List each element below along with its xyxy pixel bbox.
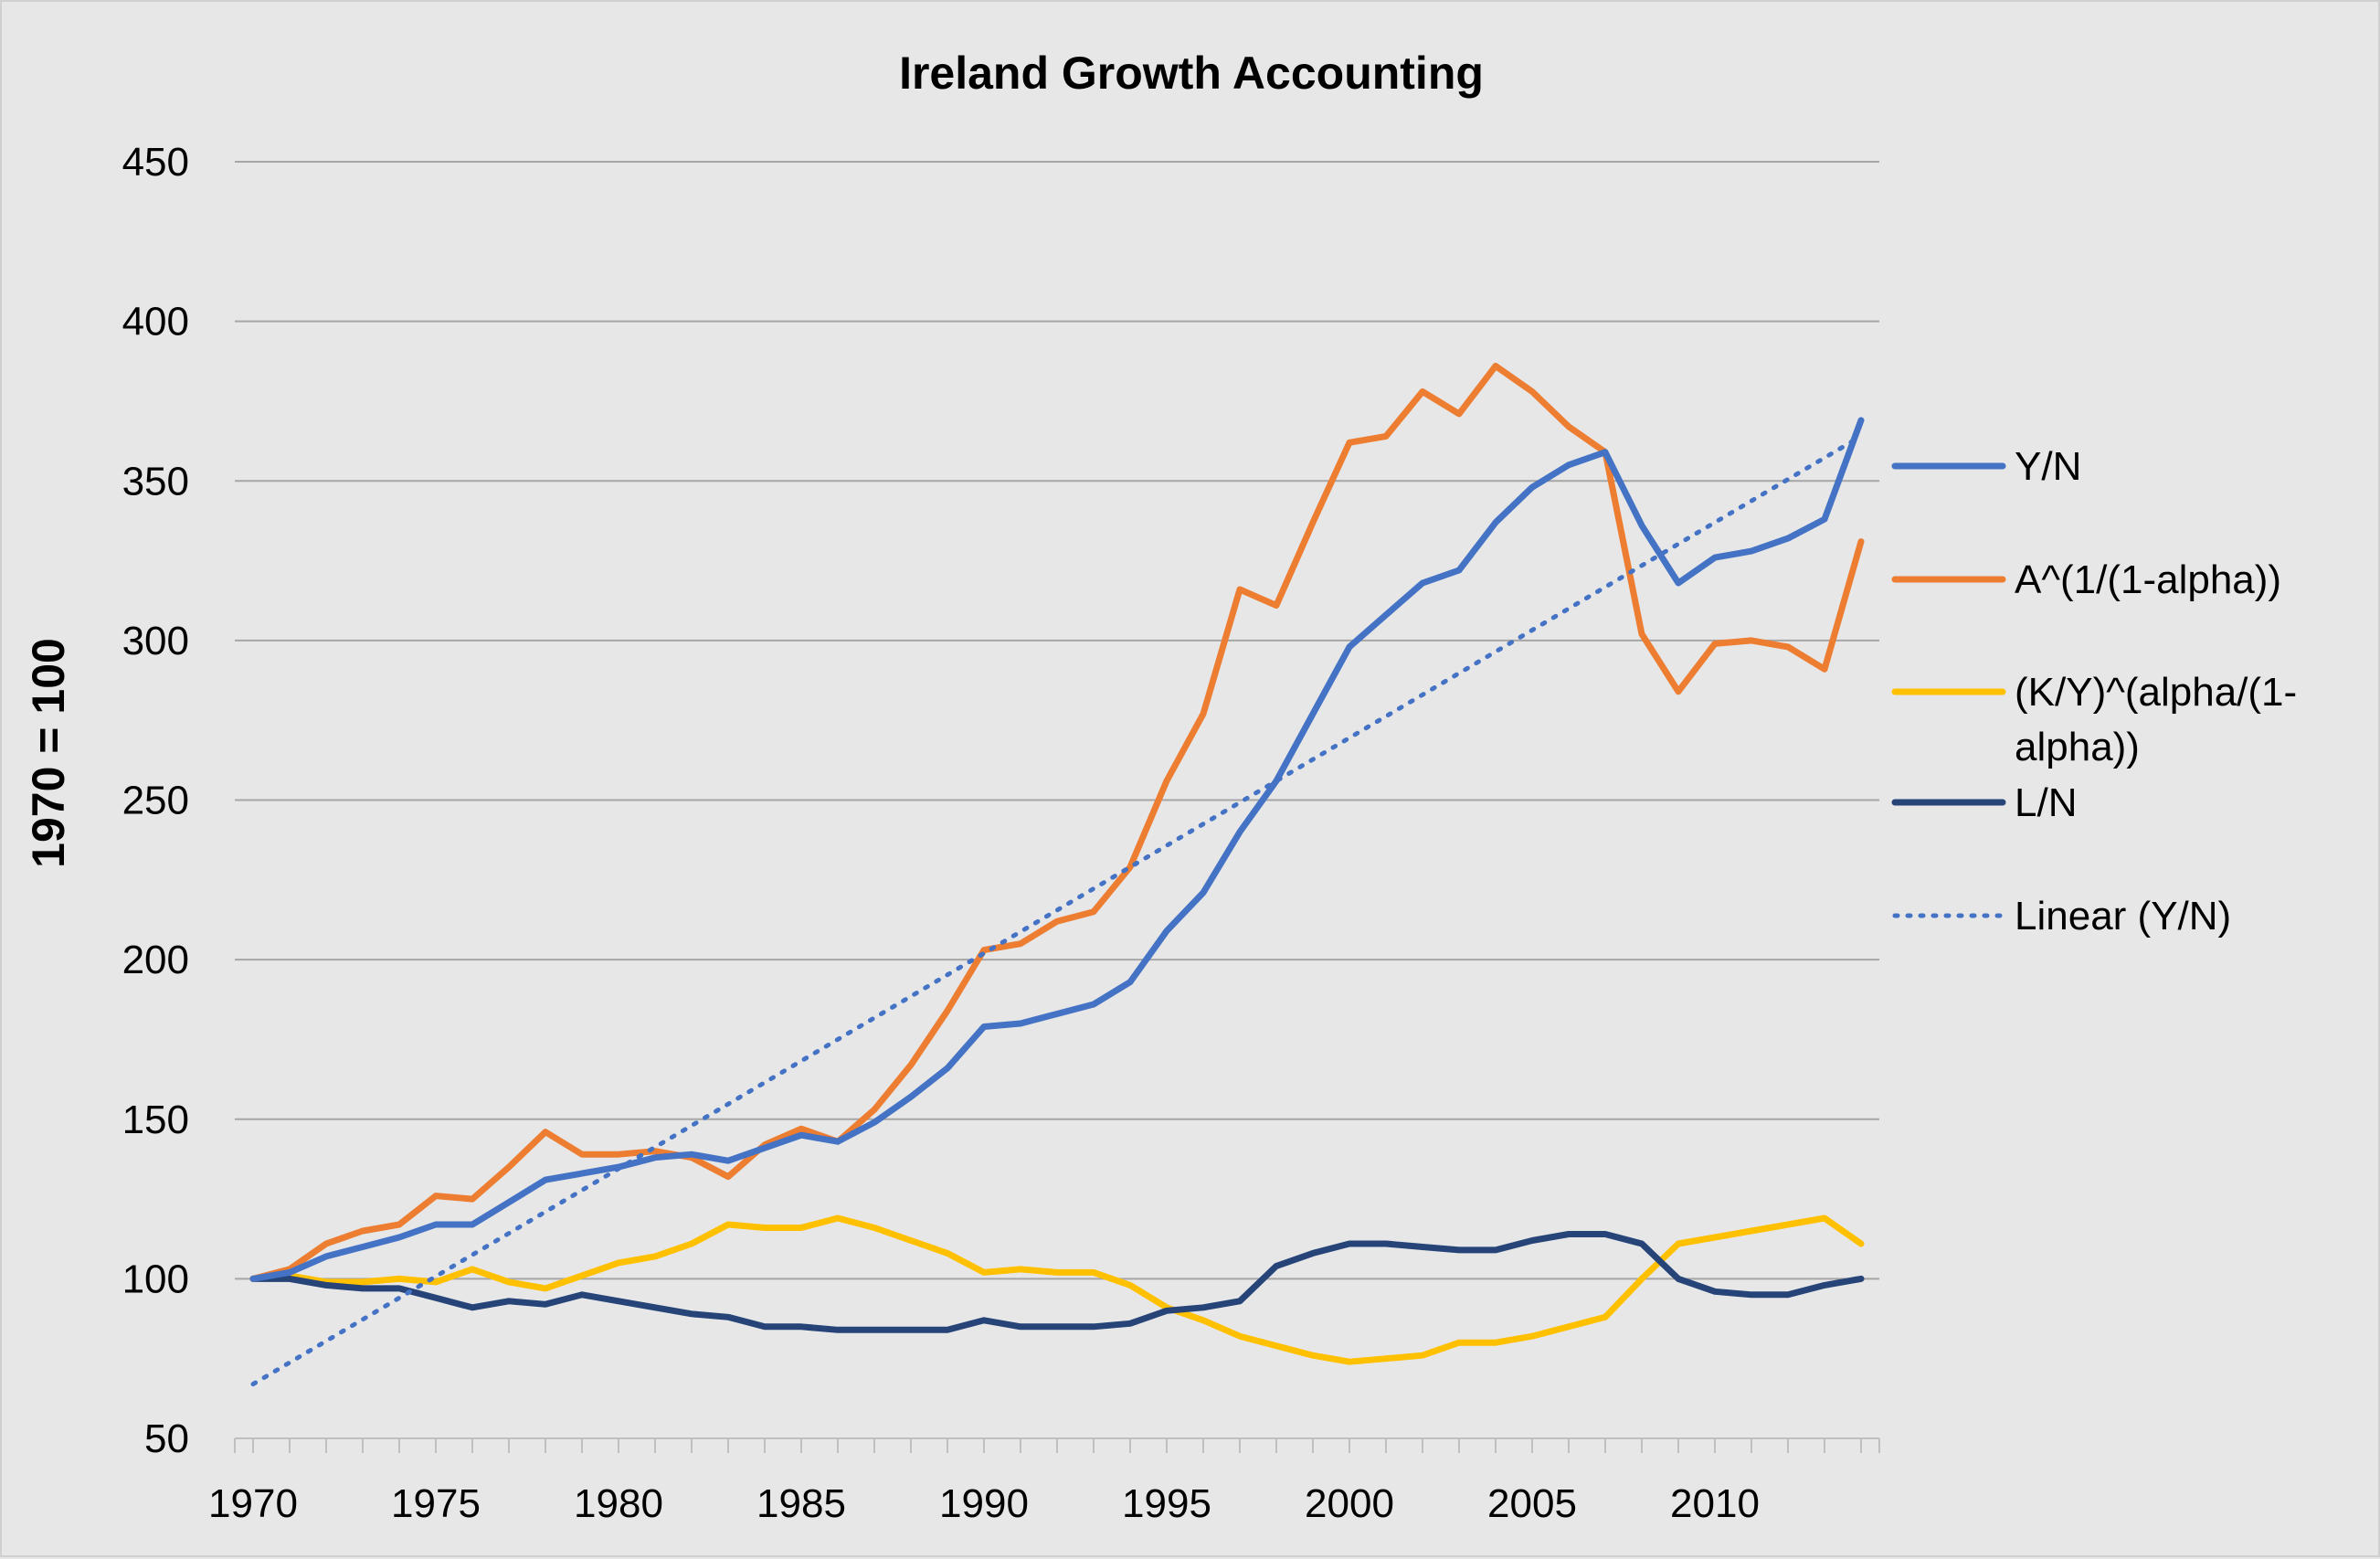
x-tick-label: 2005 [1487,1481,1577,1526]
y-tick-label: 300 [122,619,189,663]
y-tick-label: 400 [122,300,189,345]
y-tick-label: 150 [122,1098,189,1142]
y-axis-ticks: 50 100 150 200 250 300 350 400 450 [122,140,189,1461]
series-line-1 [249,363,1865,1282]
x-tick-label: 1990 [939,1481,1029,1526]
legend: Y/N A^(1/(1-alpha)) (K/Y)^(alpha/(1- alpha)… [1891,444,2297,939]
x-tick-label: 2000 [1305,1481,1394,1526]
series-line-4 [250,433,1864,1387]
legend-label: Linear (Y/N) [2015,894,2231,939]
x-axis-ticks: 1970 1975 1980 1985 1990 1995 2000 2005 2010 [208,1481,1760,1526]
series-lines [249,363,1865,1387]
chart-title: Ireland Growth Accounting [899,48,1484,99]
series-line-3 [249,1231,1865,1333]
x-tick-label: 1970 [208,1481,298,1526]
legend-label: L/N [2015,780,2077,825]
legend-label-line: alpha)) [2015,725,2140,769]
series-line-2 [249,1214,1865,1365]
x-tick-label: 2010 [1670,1481,1760,1526]
y-tick-label: 100 [122,1257,189,1301]
y-axis-title: 1970 = 100 [23,638,74,868]
y-tick-label: 350 [122,459,189,504]
x-tick-label: 1985 [756,1481,846,1526]
y-tick-label: 200 [122,938,189,982]
x-tick-label: 1975 [391,1481,481,1526]
x-tick-label: 1980 [574,1481,663,1526]
x-tick-label: 1995 [1122,1481,1211,1526]
series-line-0 [249,417,1865,1282]
gridlines [235,161,1879,1280]
legend-label: Y/N [2015,444,2081,489]
legend-label: (K/Y)^(alpha/(1- alpha)) [2015,670,2297,769]
y-tick-label: 50 [144,1416,189,1461]
y-tick-label: 250 [122,779,189,823]
legend-label: A^(1/(1-alpha)) [2015,557,2281,602]
legend-label-line: (K/Y)^(alpha/(1- [2015,670,2297,715]
x-axis [234,1437,1880,1453]
y-tick-label: 450 [122,140,189,185]
